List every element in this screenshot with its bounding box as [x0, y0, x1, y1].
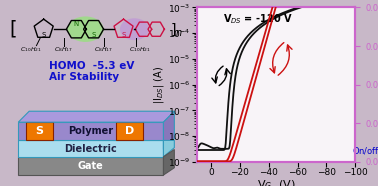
Text: S: S: [121, 32, 126, 38]
FancyBboxPatch shape: [18, 140, 163, 157]
FancyBboxPatch shape: [18, 122, 163, 140]
Polygon shape: [163, 111, 174, 150]
Text: ]$_n$: ]$_n$: [170, 21, 183, 38]
Polygon shape: [163, 140, 174, 157]
Text: S: S: [42, 32, 46, 38]
Text: $C_{10}H_{21}$: $C_{10}H_{21}$: [20, 45, 42, 54]
Text: S: S: [35, 126, 43, 136]
Text: $C_8H_{17}$: $C_8H_{17}$: [54, 45, 73, 54]
FancyBboxPatch shape: [116, 122, 144, 140]
Text: Dielectric: Dielectric: [65, 144, 117, 154]
Text: HOMO  -5.3 eV: HOMO -5.3 eV: [49, 61, 135, 71]
Text: Air Stability: Air Stability: [49, 72, 119, 82]
Text: V$_{DS}$ = -120 V: V$_{DS}$ = -120 V: [223, 12, 292, 26]
Polygon shape: [163, 150, 174, 175]
Text: N: N: [74, 21, 79, 27]
FancyBboxPatch shape: [26, 122, 53, 140]
Text: [: [: [9, 20, 17, 39]
Text: $C_{10}H_{21}$: $C_{10}H_{21}$: [129, 45, 151, 54]
Y-axis label: |I$_{DS}$| (A): |I$_{DS}$| (A): [152, 66, 166, 104]
Ellipse shape: [120, 18, 149, 40]
Text: $C_8H_{17}$: $C_8H_{17}$: [94, 45, 113, 54]
X-axis label: V$_G$  (V): V$_G$ (V): [257, 178, 295, 186]
Polygon shape: [18, 111, 174, 122]
Text: On/off ratio:  10$^6$-10$^7$: On/off ratio: 10$^6$-10$^7$: [352, 145, 378, 157]
Text: D: D: [125, 126, 135, 136]
Ellipse shape: [67, 16, 104, 42]
Text: S: S: [91, 32, 96, 38]
Text: Polymer: Polymer: [68, 126, 113, 136]
Text: Gate: Gate: [78, 161, 104, 171]
FancyBboxPatch shape: [18, 157, 163, 175]
